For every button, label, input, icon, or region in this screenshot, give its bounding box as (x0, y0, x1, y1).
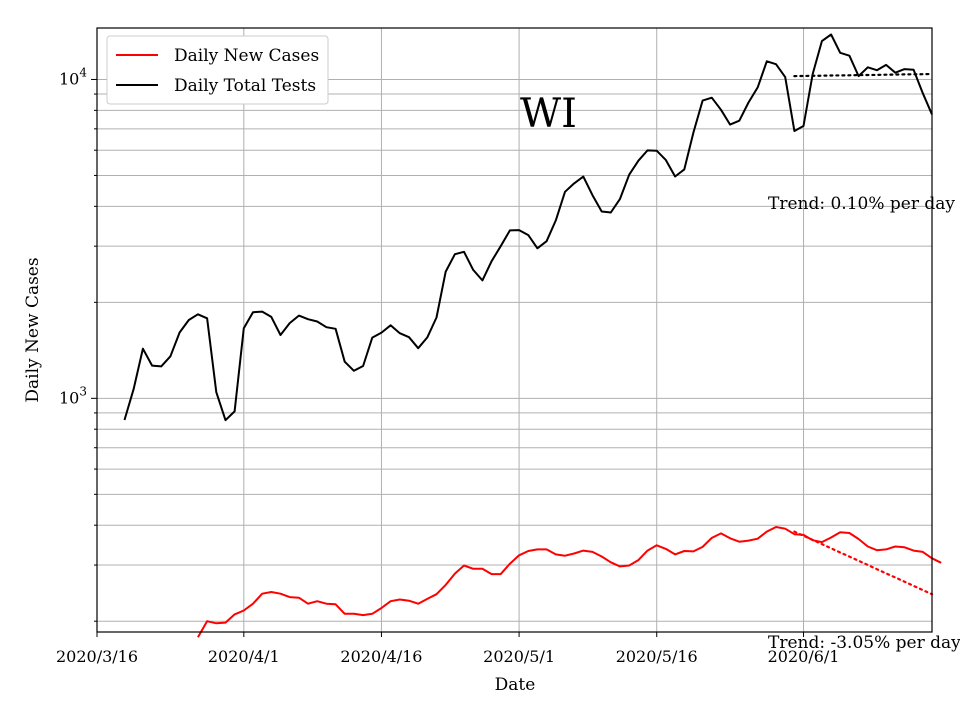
x-tick-label: 2020/5/1 (483, 647, 555, 666)
trend-lines (793, 72, 934, 596)
y-axis-title: Daily New Cases (23, 257, 43, 402)
x-tick-label: 2020/4/1 (208, 647, 280, 666)
grid (96, 28, 932, 632)
trend-line-1 (793, 72, 934, 78)
legend-label-tests: Daily Total Tests (174, 76, 316, 96)
x-tick-label: 2020/4/16 (340, 647, 422, 666)
y-tick-label: 103 (59, 384, 87, 407)
trend-label-tests: Trend: 0.10% per day (768, 194, 955, 214)
legend-label-cases: Daily New Cases (174, 46, 319, 66)
trend-label-cases: Trend: -3.05% per day (768, 633, 960, 653)
x-tick-label: 2020/5/16 (616, 647, 698, 666)
legend-box (106, 35, 329, 105)
state-label: WI (520, 91, 577, 137)
x-tick-label: 2020/3/16 (56, 647, 138, 666)
series-line-0 (197, 526, 942, 638)
x-tick-label: 2020/6/1 (768, 647, 840, 666)
series-line-1 (123, 33, 933, 422)
axis-ticks (91, 78, 805, 637)
series-lines (123, 33, 942, 638)
plot-frame (96, 27, 933, 633)
x-axis-title: Date (495, 675, 536, 695)
legend: Daily New Cases Daily Total Tests (106, 35, 329, 105)
y-tick-label: 104 (59, 65, 87, 88)
tick-labels: 2020/3/16 2020/4/1 2020/4/16 2020/5/1 2020/5… (56, 65, 839, 666)
